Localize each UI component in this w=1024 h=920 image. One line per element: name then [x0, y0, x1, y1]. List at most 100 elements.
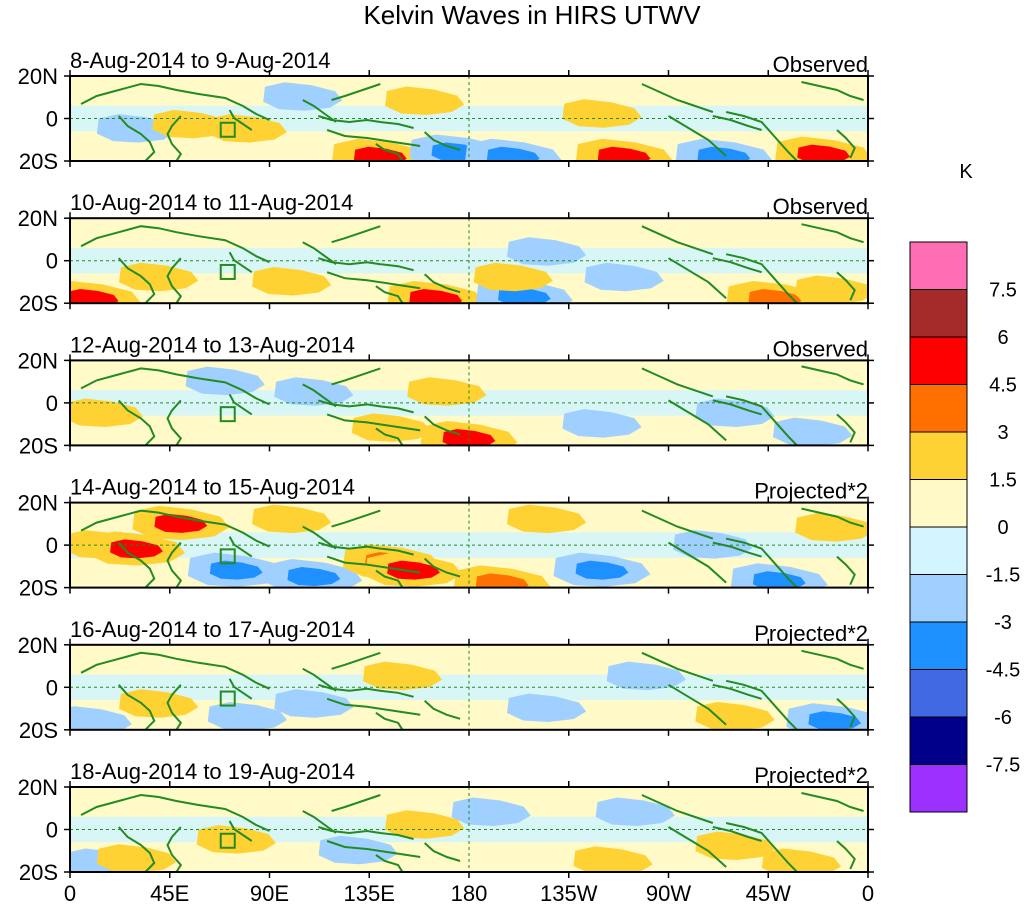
- anomaly-region: [606, 661, 686, 691]
- anomaly-region: [96, 844, 177, 872]
- region-box: [219, 406, 236, 423]
- panel-period: 16-Aug-2014 to 17-Aug-2014: [70, 617, 355, 642]
- x-axis: 0 45E 90E 135E 180 135W 90W 45W 0: [64, 881, 874, 906]
- coastlines: [81, 224, 863, 303]
- coastline: [81, 511, 269, 547]
- anomaly-core: [154, 513, 208, 533]
- anomaly-region: [252, 504, 332, 534]
- anomaly-region: [407, 377, 487, 406]
- anomaly-region: [506, 237, 587, 266]
- coastline: [726, 681, 797, 730]
- y-tick-label: 20S: [19, 291, 58, 316]
- x-tick-label: 0: [64, 881, 76, 906]
- colorbar-level-label: 0: [997, 517, 1008, 539]
- coastline: [119, 400, 154, 445]
- anomaly-region: [584, 262, 664, 292]
- anomaly-core: [387, 560, 440, 580]
- region-box: [219, 263, 236, 280]
- colorbar-unit-label: K: [959, 161, 973, 183]
- panel-period: 12-Aug-2014 to 13-Aug-2014: [70, 332, 355, 357]
- region-box: [219, 690, 236, 707]
- colorbar-swatch: [909, 479, 968, 528]
- colorbar-level-label: 1.5: [989, 470, 1017, 492]
- coastline: [669, 400, 727, 440]
- coastline: [332, 795, 381, 811]
- y-tick-label: 0: [46, 391, 58, 416]
- coastline: [230, 821, 252, 841]
- coastline: [332, 84, 381, 100]
- coastline: [119, 827, 154, 872]
- anomaly-region: [351, 413, 432, 442]
- anomaly-region: [673, 530, 753, 559]
- y-tick-label: 20N: [18, 348, 58, 373]
- anomaly-field: [70, 237, 868, 304]
- coastline: [327, 414, 420, 430]
- x-tick-label: 45E: [150, 881, 189, 906]
- anomaly-core: [575, 560, 629, 580]
- anomaly-region: [506, 693, 587, 723]
- coastline: [376, 144, 403, 161]
- anomaly-core: [287, 566, 341, 586]
- x-tick-label: 90W: [646, 881, 691, 906]
- panel-6: 20N 0 20S 18-Aug-2014 to 19-Aug-2014 Project…: [18, 759, 874, 885]
- coastline: [327, 130, 420, 146]
- anomaly-region: [385, 86, 465, 115]
- colorbar-swatch: [909, 621, 968, 670]
- anomaly-region: [185, 366, 265, 396]
- y-tick-label: 0: [46, 818, 58, 843]
- coastline: [425, 559, 460, 577]
- coastline: [669, 258, 727, 298]
- coastline: [837, 130, 855, 158]
- colorbar-swatch: [909, 384, 968, 433]
- coastline: [642, 653, 713, 681]
- colorbar-level-label: -3: [994, 612, 1012, 634]
- coastline: [669, 827, 727, 867]
- panel-label: Observed: [773, 336, 868, 361]
- coastline: [332, 653, 381, 669]
- coastline: [713, 258, 762, 272]
- y-tick-label: 20S: [19, 576, 58, 601]
- coastlines: [81, 793, 863, 872]
- anomaly-core: [209, 560, 263, 580]
- coastline: [425, 274, 460, 292]
- anomaly-region: [263, 82, 343, 111]
- y-tick-label: 20N: [18, 64, 58, 89]
- panel-3: 20N 0 20S 12-Aug-2014 to 13-Aug-2014 Observe…: [18, 332, 874, 458]
- x-tick-label: 135E: [344, 881, 395, 906]
- coastline: [425, 843, 460, 861]
- coastline: [713, 543, 762, 557]
- y-tick-label: 0: [46, 107, 58, 132]
- region-box: [219, 121, 236, 138]
- y-tick-label: 0: [46, 533, 58, 558]
- colorbar-level-label: 3: [997, 422, 1008, 444]
- x-tick-label: 0: [862, 881, 874, 906]
- coastline: [642, 368, 713, 396]
- anomaly-region: [252, 266, 332, 296]
- colorbar-swatch: [909, 431, 968, 480]
- anomaly-region: [595, 797, 675, 826]
- y-tick-label: 20S: [19, 433, 58, 458]
- panel-period: 8-Aug-2014 to 9-Aug-2014: [70, 48, 331, 73]
- y-tick-label: 20S: [19, 149, 58, 174]
- anomaly-region: [506, 504, 587, 534]
- coastline: [837, 557, 855, 585]
- coastline: [376, 286, 403, 303]
- anomaly-region: [196, 825, 276, 854]
- anomaly-core: [70, 288, 119, 304]
- colorbar-level-label: -7.5: [986, 755, 1020, 777]
- region-box: [219, 832, 236, 849]
- anomaly-core: [597, 146, 651, 161]
- coastline: [119, 685, 154, 730]
- x-tick-label: 45W: [746, 881, 791, 906]
- coastline: [119, 543, 154, 588]
- y-tick-label: 20N: [18, 633, 58, 658]
- anomaly-region: [385, 810, 465, 839]
- coastline: [837, 841, 855, 869]
- anomaly-region: [119, 262, 199, 292]
- anomaly-region: [573, 846, 653, 872]
- anomaly-region: [695, 398, 775, 428]
- x-tick-label: 135W: [540, 881, 598, 906]
- anomaly-field: [70, 797, 842, 872]
- coastline: [81, 84, 269, 120]
- anomaly-field: [70, 661, 868, 730]
